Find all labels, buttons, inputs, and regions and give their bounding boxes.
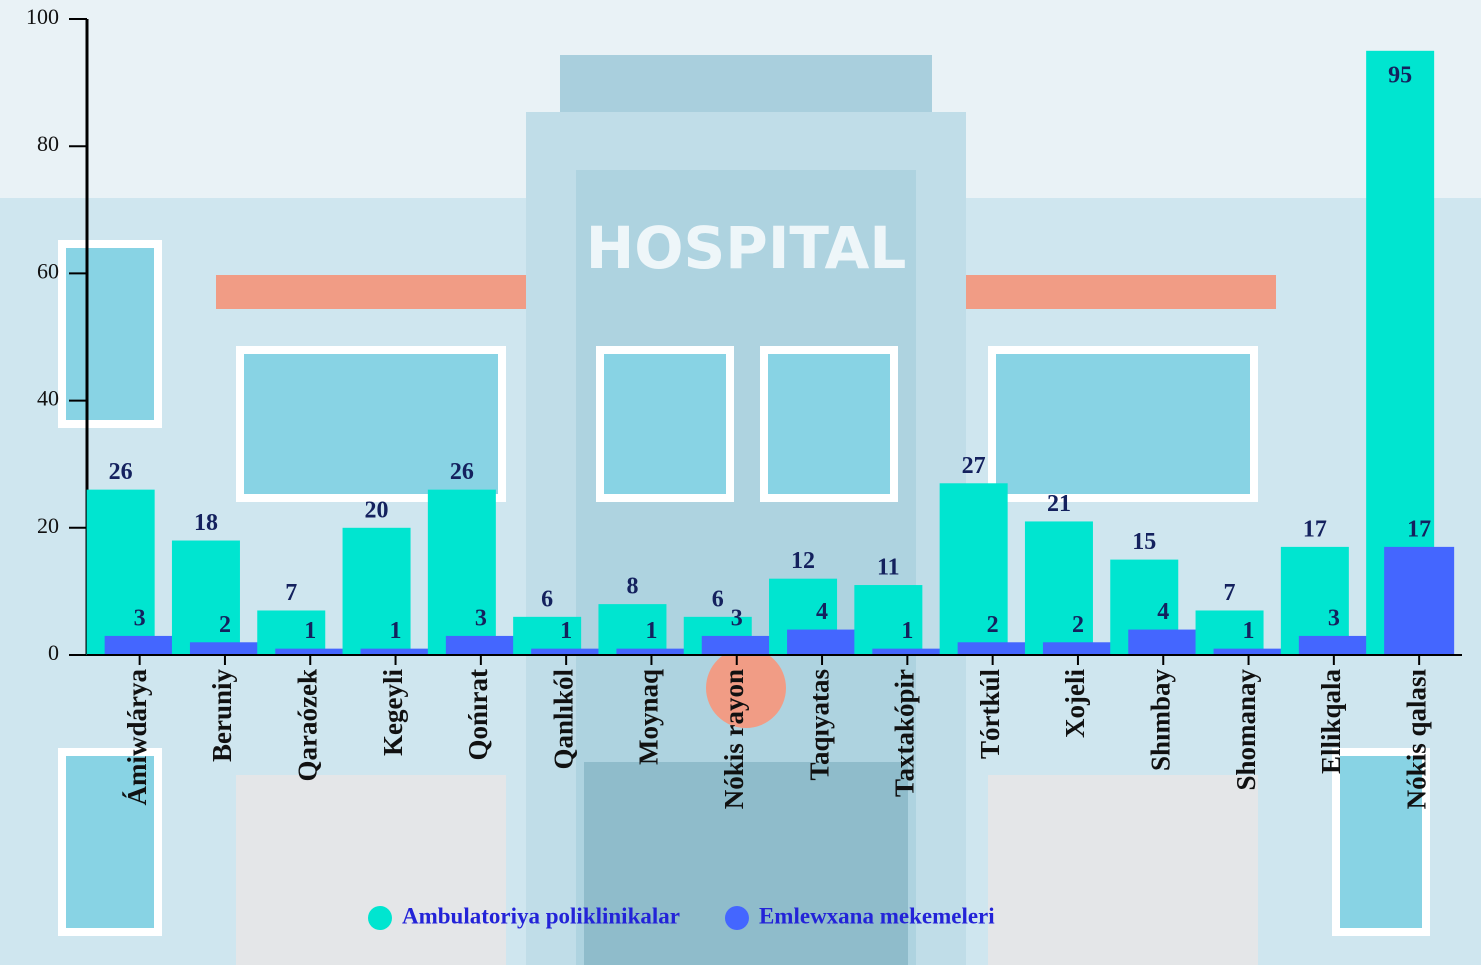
value-label: 17 [1407,516,1431,542]
value-label: 1 [645,618,657,644]
hospital-sign: HOSPITAL [586,214,907,282]
y-tick-label: 0 [48,640,59,665]
value-label: 4 [816,599,828,625]
value-label: 2 [219,612,231,638]
value-label: 3 [731,605,743,631]
x-tick-label: Shomanay [1231,669,1261,791]
y-tick-label: 40 [37,386,59,411]
bar [1128,630,1198,655]
y-tick-label: 100 [26,4,59,29]
bar [1299,636,1369,655]
value-label: 12 [791,548,815,574]
window [62,244,158,424]
value-label: 3 [475,605,487,631]
x-tick-label: Qońırat [463,669,493,761]
value-label: 2 [987,612,999,638]
value-label: 7 [285,580,297,606]
value-label: 1 [390,618,402,644]
window [764,350,894,498]
x-tick-label: Kegeyli [378,669,408,756]
legend-label: Emlewxana mekemeleri [759,903,995,928]
garage [988,775,1258,965]
x-tick-label: Ellikqala [1316,669,1346,775]
value-label: 17 [1303,516,1327,542]
value-label: 95 [1388,62,1412,88]
value-label: 26 [109,459,133,485]
window [600,350,730,498]
value-label: 21 [1047,491,1071,517]
bar [446,636,516,655]
x-tick-label: Taqıyatas [804,669,834,781]
background: HOSPITAL [0,0,1481,965]
value-label: 2 [1072,612,1084,638]
bar [105,636,175,655]
value-label: 18 [194,510,218,536]
chart: HOSPITAL 020406080100263Ámiwdárya182Beru… [0,0,1481,965]
y-tick-label: 20 [37,513,59,538]
roof-stripe [216,275,526,309]
value-label: 1 [1243,618,1255,644]
value-label: 3 [1328,605,1340,631]
bar [190,642,260,655]
bar [787,630,857,655]
bar [1384,547,1454,655]
x-tick-label: Moynaq [634,669,664,765]
x-tick-label: Shımbay [1145,669,1175,772]
x-tick-label: Taxtakópir [890,669,920,797]
value-label: 27 [962,453,986,479]
bar [702,636,772,655]
bar [172,541,240,655]
value-label: 11 [877,555,900,581]
x-tick-label: Qaraózek [292,669,322,781]
value-label: 15 [1132,529,1156,555]
x-tick-label: Qanlıkól [548,669,578,770]
value-label: 7 [1224,580,1236,606]
legend-marker [368,906,392,930]
x-tick-label: Nókis rayon [719,669,749,809]
value-label: 3 [134,605,146,631]
x-tick-label: Xojeli [1060,669,1090,738]
window [992,350,1254,498]
legend-marker [725,906,749,930]
x-tick-label: Nókis qalası [1401,669,1431,810]
y-tick-label: 80 [37,131,59,156]
value-label: 1 [901,618,913,644]
garage [236,775,506,965]
value-label: 26 [450,459,474,485]
tower-top [560,55,932,112]
value-label: 4 [1157,599,1169,625]
value-label: 6 [712,586,724,612]
value-label: 6 [541,586,553,612]
x-tick-label: Tórtkúl [975,669,1005,760]
x-tick-label: Ámiwdárya [122,669,152,806]
x-tick-label: Beruniy [207,669,237,763]
bar [1043,642,1113,655]
value-label: 1 [560,618,572,644]
value-label: 20 [365,497,389,523]
value-label: 1 [304,618,316,644]
y-tick-label: 60 [37,258,59,283]
bar [958,642,1028,655]
value-label: 8 [626,574,638,600]
legend-label: Ambulatoriya poliklinikalar [402,903,680,928]
roof-stripe [966,275,1276,309]
